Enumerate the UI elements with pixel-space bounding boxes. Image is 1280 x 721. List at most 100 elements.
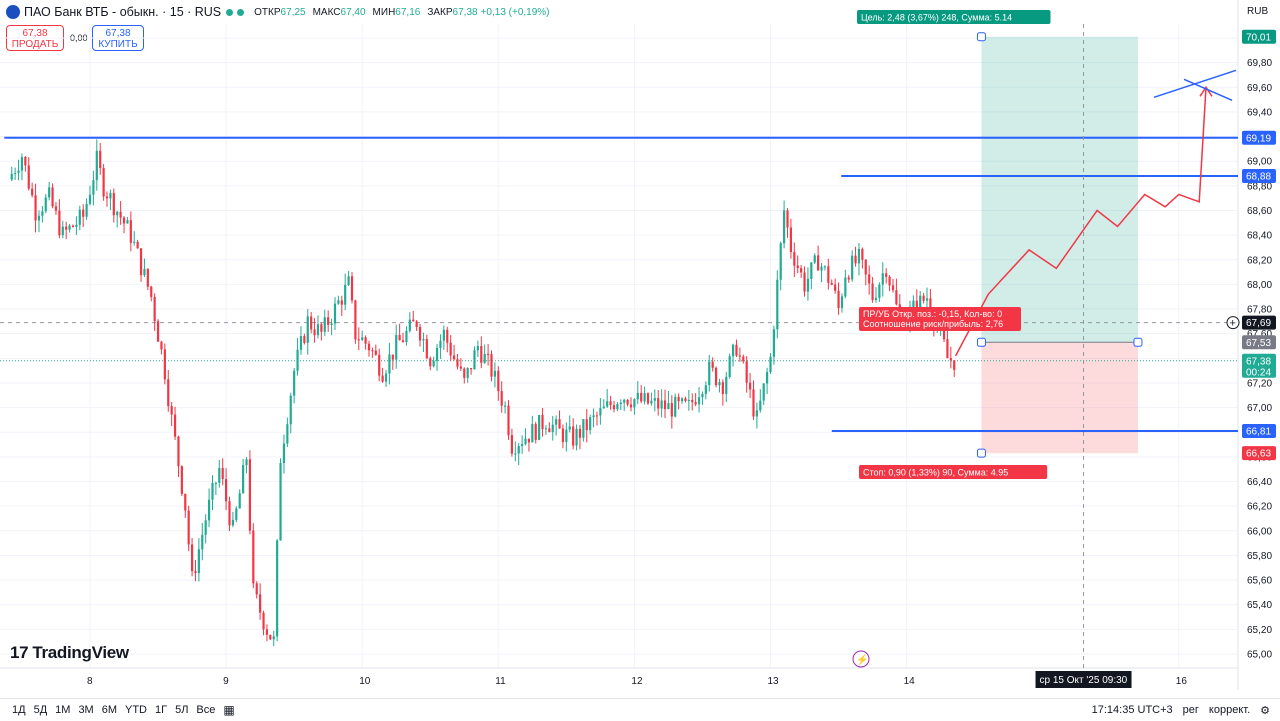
candle-body [276,540,279,637]
candle-body [282,443,286,464]
market-open-indicator-icon [226,8,234,16]
candle-body [48,187,51,198]
tradingview-logo[interactable]: 17 TradingView [10,643,129,663]
candle-body [670,403,673,417]
candle-body [316,324,320,336]
timeframe-3[interactable]: 3М [78,704,94,716]
y-tick-label: 69,40 [1247,107,1272,118]
session-toggle[interactable]: рег [1182,703,1199,716]
candle-body [793,252,796,266]
candle-body [105,196,109,199]
date-range-icon[interactable]: ▦ [223,703,235,717]
price-chart[interactable]: 65,00 65,20 65,40 65,60 65,80 66,00 66,20 66,40… [0,0,1280,698]
symbol-title[interactable]: ПАО Банк ВТБ - обыкн. · 15 · RUS [24,5,222,19]
candle-body [269,634,272,640]
currency-selector[interactable]: RUB [1247,6,1269,17]
candle-body [619,402,622,405]
candle-body [252,530,255,584]
change-value: +0,13 (+0,19%) [480,6,550,18]
timeframe-7[interactable]: 5Л [175,704,189,716]
forecast-arrowhead [1199,85,1213,97]
candle-body [122,217,126,224]
vtb-logo-icon [6,5,20,19]
y-tick-label: 66,20 [1247,502,1272,513]
candle-body [480,346,483,363]
settings-gear-icon[interactable]: ⚙ [1260,704,1270,717]
candle-body [184,493,187,511]
candle-body [126,220,129,224]
target-label-bg [857,10,1051,24]
candle-body [595,415,599,417]
price-axis-label-text: 66,63 [1246,449,1271,460]
timeframe-6[interactable]: 1Г [155,704,168,716]
y-tick-label: 68,40 [1247,231,1272,242]
candle-body [874,297,878,301]
clock-time[interactable]: 17:14:35 UTC+3 [1091,703,1173,716]
candle-body [725,376,728,394]
timeframe-0[interactable]: 1Д [12,704,26,716]
candle-body [738,355,741,357]
price-axis-label-text: 67,53 [1246,338,1271,349]
candle-body [691,399,694,403]
timeframe-buttons: 1Д 5Д 1М 3М 6М YTD 1Г 5Л Все [12,704,223,716]
adjust-toggle[interactable]: коррект. [1208,703,1251,716]
y-tick-label: 69,80 [1247,58,1272,69]
candle-body [323,317,326,332]
candle-body [680,398,684,402]
candle-body [861,248,864,260]
candle-body [486,353,490,355]
add-order-plus-text: + [1230,318,1236,330]
close-label: ЗАКР [427,6,453,18]
timeframe-1[interactable]: 5Д [33,704,48,716]
candle-body [735,344,738,356]
bottom-toolbar: 1Д 5Д 1М 3М 6М YTD 1Г 5Л Все ▦ 17:14:35 UTC+3 ре… [0,698,1280,721]
y-tick-label: 65,20 [1247,625,1272,636]
y-tick-label: 69,00 [1247,157,1272,168]
candle-body [262,612,265,630]
candle-body [585,419,588,431]
candle-body [555,419,558,425]
candle-body [378,354,381,376]
candle-body [146,268,149,287]
candle-body [830,282,833,285]
candle-body [187,510,190,545]
candle-body [694,402,697,405]
timeframe-5[interactable]: YTD [125,704,147,716]
candle-body [422,339,425,341]
candle-body [837,290,840,309]
candle-body [490,354,493,377]
candle-body [180,466,183,494]
candle-body [466,368,469,378]
candle-body [473,350,476,370]
candle-body [776,279,779,330]
timeframe-4[interactable]: 6М [101,704,117,716]
candle-body [728,356,731,377]
candle-body [201,534,204,550]
y-tick-label: 68,00 [1247,280,1272,291]
x-tick-label: 9 [223,676,229,687]
candle-body [109,192,112,199]
candle-body [17,170,20,174]
timeframe-8[interactable]: Все [196,704,216,716]
price-axis-label-bg [1242,29,1276,44]
price-axis-label-bg [1242,130,1276,145]
pnl-label-text: ПР/УБ Откр. поз.: -0,15, Кол-во: 0 [863,309,1002,319]
candle-body [881,273,884,285]
candle-body [37,215,41,221]
candle-body [456,359,459,367]
candle-body [452,355,456,360]
price-axis-label-stop: 66,63 [1242,446,1276,461]
candle-body [623,399,626,403]
candle-body [170,406,173,415]
candle-body [851,255,854,280]
timeframe-2[interactable]: 1М [55,704,71,716]
candle-body [429,358,432,367]
candle-body [925,298,929,301]
candle-body [629,404,633,408]
candle-body [817,255,820,271]
high-label: МАКС [312,6,341,18]
candle-body [272,636,275,640]
candle-body [922,295,925,301]
ratio-label-text: Соотношение риск/прибыль: 2,76 [863,319,1003,329]
candle-body [306,316,309,343]
